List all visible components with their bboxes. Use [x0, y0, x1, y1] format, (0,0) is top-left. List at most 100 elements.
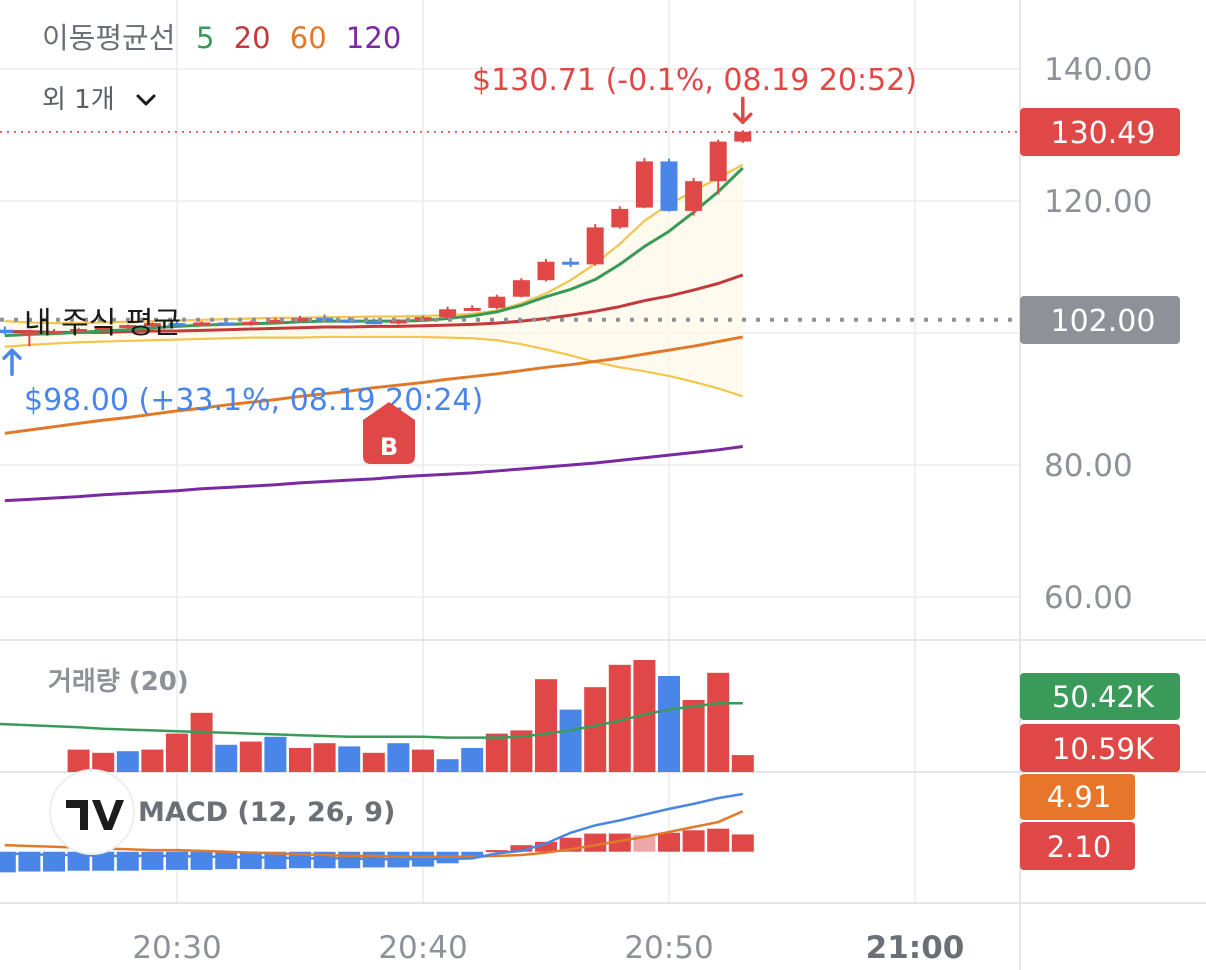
volume-label: 거래량 (20) — [48, 667, 189, 697]
candle-body — [143, 323, 161, 327]
ma120-label: 120 — [346, 21, 401, 55]
high-price-label: $130.71 (-0.1%, 08.19 20:52) — [472, 63, 917, 98]
macd-histogram-bar — [682, 830, 705, 852]
volume-bar — [731, 755, 754, 772]
ma60-line — [4, 335, 744, 435]
volume-ma-line — [0, 701, 743, 739]
ma5-label: 5 — [196, 21, 214, 55]
macd-signal-value: 4.91 — [1047, 780, 1112, 814]
candle-body — [439, 309, 457, 318]
chevron-down-icon — [136, 94, 156, 106]
volume-bar — [92, 752, 115, 772]
volume-bar — [461, 748, 484, 772]
bollinger-lower — [4, 335, 744, 398]
macd-histogram-bar — [264, 851, 287, 870]
macd-hist-badge: 2.10 — [1020, 822, 1135, 870]
candle-body — [389, 320, 407, 324]
average-price-value: 102.00 — [1051, 304, 1156, 339]
volume-bar — [362, 752, 385, 772]
volume-bar — [239, 741, 262, 772]
volume-ma-value: 50.42K — [1052, 680, 1155, 714]
current-price-value: 130.49 — [1051, 116, 1156, 151]
bollinger-band — [4, 163, 744, 398]
current-price-badge: 130.49 — [1020, 108, 1180, 156]
volume-bar — [289, 748, 311, 772]
macd-indicator — [0, 792, 754, 873]
candle-body — [635, 161, 653, 208]
more-indicators-label: 외 1개 — [42, 85, 115, 115]
macd-histogram-bar — [215, 851, 238, 870]
watermark-logo — [49, 769, 135, 855]
macd-histogram-bar — [141, 851, 164, 870]
volume-bar — [436, 759, 459, 772]
volume-bar — [608, 664, 631, 772]
macd-histogram-bar — [510, 845, 533, 852]
average-price-badge: 102.00 — [1020, 296, 1180, 344]
macd-histogram-bar — [0, 851, 16, 873]
arrow-up-icon — [2, 348, 22, 376]
time-tick-label: 20:50 — [624, 930, 713, 966]
buy-marker-label: B — [380, 433, 398, 461]
candle-body — [340, 319, 358, 323]
ma-legend[interactable]: 이동평균선 5 20 60 120 — [42, 21, 401, 55]
macd-signal-badge: 4.91 — [1020, 774, 1135, 820]
volume-bar — [707, 672, 730, 772]
volume-ma-badge: 50.42K — [1020, 673, 1180, 720]
volume-bar — [166, 733, 188, 772]
macd-histogram-bar — [658, 832, 680, 852]
average-line-label: 내 주식 평균 — [24, 306, 181, 341]
volume-bar — [313, 743, 336, 772]
candle-body — [242, 321, 260, 325]
ma20-label: 20 — [234, 21, 271, 55]
volume-bar — [141, 749, 164, 772]
volume-bar — [116, 751, 139, 772]
candle-body — [488, 296, 506, 308]
candle-body — [70, 329, 88, 333]
volume-current-value: 10.59K — [1052, 732, 1155, 766]
candle-body — [217, 322, 235, 326]
macd-histogram-bar — [289, 851, 311, 869]
volume-bar — [264, 736, 287, 772]
macd-histogram-bar — [166, 851, 188, 870]
candle-body — [734, 131, 752, 142]
bollinger-fill — [4, 164, 743, 397]
candle-body — [463, 307, 481, 311]
candle-body — [266, 319, 284, 323]
time-tick-label: 20:40 — [378, 930, 467, 966]
macd-line — [4, 792, 744, 861]
ma20-line — [4, 273, 744, 334]
candle-body — [0, 329, 14, 333]
volume-current-badge: 10.59K — [1020, 724, 1180, 772]
low-price-label: $98.00 (+33.1%, 08.19 20:24) — [24, 383, 483, 418]
macd-histogram-bar — [731, 834, 754, 852]
candle-body — [291, 317, 309, 321]
time-tick-label: 21:00 — [866, 930, 965, 966]
ma-legend-title: 이동평균선 — [42, 21, 175, 55]
macd-histogram-bar — [608, 833, 631, 852]
candle-body — [119, 325, 137, 329]
price-tick-label: 140.00 — [1044, 52, 1152, 88]
volume-bar — [387, 743, 410, 772]
arrow-down-icon — [733, 96, 753, 125]
volume-bar — [535, 679, 557, 772]
macd-histogram-bar — [18, 851, 41, 872]
candle-body — [611, 208, 629, 228]
volume-bar — [215, 744, 238, 772]
ma120-line — [4, 445, 743, 503]
macd-histogram-bar — [633, 835, 656, 852]
buy-marker[interactable]: B — [363, 402, 415, 464]
candle-body — [685, 181, 703, 211]
macd-label: MACD (12, 26, 9) — [138, 797, 395, 828]
macd-histogram-bar — [707, 828, 730, 852]
more-indicators-toggle[interactable]: 외 1개 — [42, 85, 156, 115]
macd-histogram-bar — [43, 851, 65, 872]
candle-body — [94, 327, 112, 331]
price-tick-label: 120.00 — [1044, 184, 1152, 220]
candle-body — [20, 331, 38, 335]
candle-body — [537, 261, 555, 281]
candle-body — [168, 323, 186, 327]
volume-bar — [584, 687, 607, 772]
buy-marker-shape — [363, 402, 415, 464]
time-axis: 20:30 20:40 20:50 21:00 — [132, 930, 964, 966]
